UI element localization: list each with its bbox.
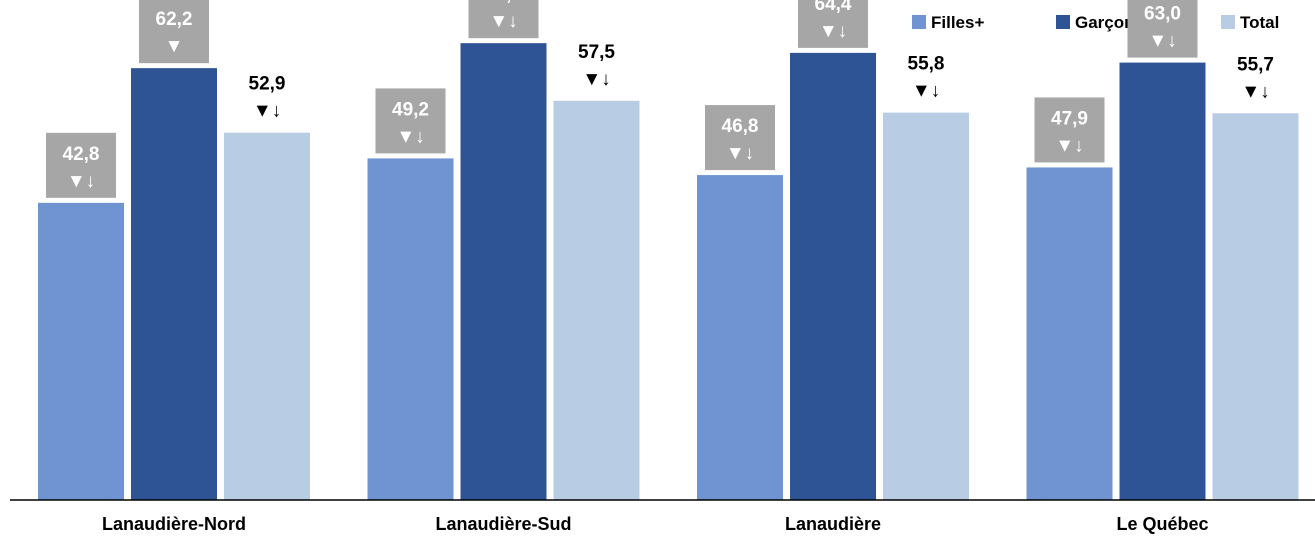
data-label-value-filles-lanaudiere-sud: 49,2 [392,99,429,120]
legend: Filles+ Garçons+ Total [912,13,1279,32]
legend-label-total: Total [1240,13,1279,32]
data-label-marker-filles-le-quebec: ▼↓ [1055,135,1083,156]
bar-total-lanaudiere [883,112,969,501]
data-label-marker-garcons-lanaudiere-nord: ▼ [165,36,184,57]
data-label-marker-filles-lanaudiere-sud: ▼↓ [396,126,424,147]
legend-label-filles: Filles+ [931,13,984,32]
bar-total-lanaudiere-sud [553,100,640,501]
data-label-marker-filles-lanaudiere: ▼↓ [726,143,754,164]
bar-garcons-lanaudiere [790,52,876,500]
data-label-marker-filles-lanaudiere-nord: ▼↓ [67,171,95,192]
bar-total-le-quebec [1212,113,1299,500]
data-label-value-filles-lanaudiere-nord: 42,8 [63,144,100,165]
data-label-marker-total-lanaudiere-sud: ▼↓ [582,69,610,90]
category-label-lanaudiere-nord: Lanaudière-Nord [102,514,246,534]
category-label-lanaudiere-sud: Lanaudière-Sud [435,514,571,534]
data-labels: 42,8 ▼↓ 62,2 ▼ 52,9 ▼↓ 49,2 ▼↓ 65,8 ▼↓ 57,5 ▼↓ 46,8 ▼… [46,0,1274,198]
data-label-box-filles-lanaudiere-nord [46,132,116,198]
data-label-marker-garcons-le-quebec: ▼↓ [1148,31,1176,52]
data-label-value-garcons-lanaudiere: 64,4 [815,0,852,15]
data-label-value-total-lanaudiere: 55,8 [908,54,945,75]
data-label-value-total-lanaudiere-nord: 52,9 [249,74,286,95]
data-label-marker-total-le-quebec: ▼↓ [1241,81,1269,102]
data-label-box-garcons-lanaudiere [798,0,868,48]
data-label-box-filles-lanaudiere-sud [375,88,446,154]
category-label-le-quebec: Le Québec [1116,514,1208,534]
bar-filles-lanaudiere-nord [38,202,124,501]
legend-swatch-garcons [1056,15,1070,29]
bar-garcons-le-quebec [1119,62,1206,500]
category-label-lanaudiere: Lanaudière [785,514,881,534]
data-label-marker-garcons-lanaudiere-sud: ▼↓ [489,11,517,32]
data-label-box-filles-le-quebec [1034,97,1105,163]
bar-garcons-lanaudiere-nord [131,68,217,500]
data-label-box-garcons-lanaudiere-sud [468,0,539,39]
bar-filles-le-quebec [1026,167,1113,501]
data-label-value-garcons-lanaudiere-sud: 65,8 [485,0,522,5]
legend-swatch-filles [912,15,926,29]
data-label-box-garcons-le-quebec [1127,0,1198,58]
data-label-value-garcons-le-quebec: 63,0 [1144,4,1181,25]
bar-garcons-lanaudiere-sud [460,43,547,500]
data-label-value-garcons-lanaudiere-nord: 62,2 [156,9,193,30]
data-label-value-total-le-quebec: 55,7 [1237,54,1274,75]
category-labels: Lanaudière-Nord Lanaudière-Sud Lanaudière L… [102,514,1209,534]
legend-swatch-total [1221,15,1235,29]
bar-filles-lanaudiere [697,175,783,500]
bar-total-lanaudiere-nord [224,132,310,501]
bar-filles-lanaudiere-sud [367,158,454,500]
bars [38,43,1299,501]
data-label-marker-garcons-lanaudiere: ▼↓ [819,21,847,42]
data-label-box-garcons-lanaudiere-nord [139,0,209,64]
data-label-value-filles-le-quebec: 47,9 [1051,108,1088,129]
data-label-marker-total-lanaudiere-nord: ▼↓ [253,101,281,122]
data-label-value-total-lanaudiere-sud: 57,5 [578,42,615,63]
data-label-value-filles-lanaudiere: 46,8 [722,116,759,137]
data-label-box-filles-lanaudiere [705,105,775,171]
data-label-marker-total-lanaudiere: ▼↓ [912,81,940,102]
